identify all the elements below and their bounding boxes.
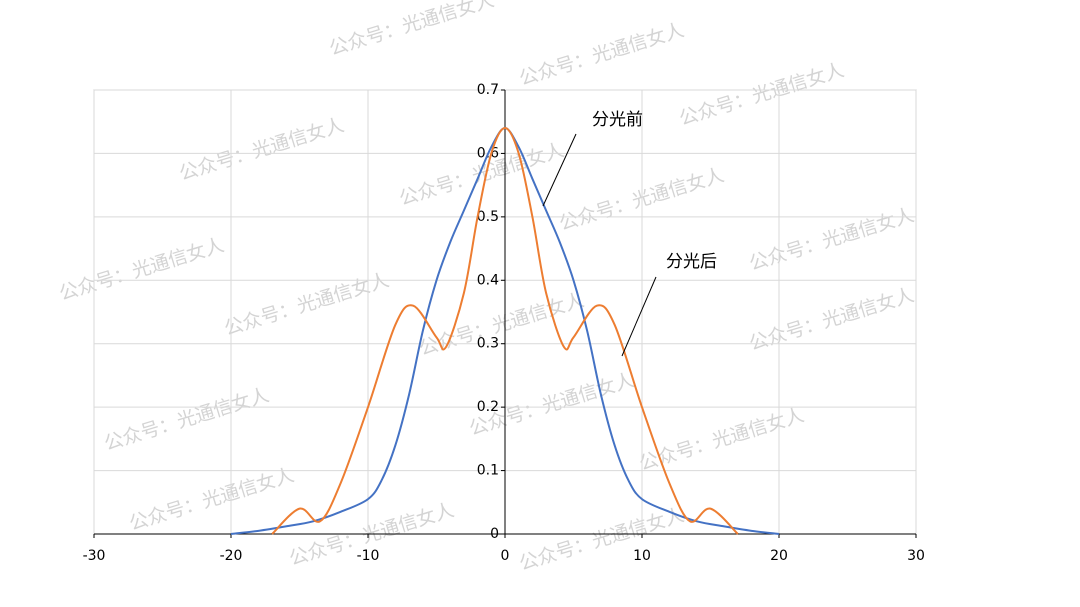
- y-tick-label: 0.5: [477, 209, 499, 225]
- x-tick-label: -20: [220, 548, 243, 564]
- line-series: [271, 127, 739, 535]
- y-tick-label: 0.7: [477, 82, 499, 98]
- x-tick-label: -30: [83, 548, 106, 564]
- y-tick-label: 0.1: [477, 463, 499, 479]
- x-tick-label: -10: [357, 548, 380, 564]
- x-tick-label: 10: [633, 548, 651, 564]
- y-tick-label: 0.3: [477, 336, 499, 352]
- watermark: 公众号：光通信女人: [327, 0, 497, 60]
- leader-line: [542, 133, 577, 207]
- watermark: 公众号：光通信女人: [747, 284, 917, 355]
- watermark: 公众号：光通信女人: [517, 19, 687, 90]
- watermark: 公众号：光通信女人: [57, 234, 227, 305]
- y-tick-label: 0.4: [477, 272, 499, 288]
- leader-line: [621, 276, 657, 357]
- x-tick-label: 0: [501, 548, 510, 564]
- watermark: 公众号：光通信女人: [222, 269, 392, 340]
- y-tick-label: 0.2: [477, 399, 499, 415]
- watermark: 公众号：光通信女人: [517, 504, 687, 575]
- x-tick-label: 30: [907, 548, 925, 564]
- watermark: 公众号：光通信女人: [127, 464, 297, 535]
- watermark: 公众号：光通信女人: [177, 114, 347, 185]
- watermark: 公众号：光通信女人: [747, 204, 917, 275]
- x-tick-label: 20: [770, 548, 788, 564]
- watermark: 公众号：光通信女人: [102, 384, 272, 455]
- annotation: 分光前: [592, 110, 643, 130]
- grid: 00.10.20.30.40.50.60.7-30 -20 -10 0 10 20 30: [83, 82, 925, 564]
- watermark: 公众号：光通信女人: [677, 59, 847, 130]
- annotation: 分光后: [666, 252, 717, 272]
- plot: [230, 127, 780, 535]
